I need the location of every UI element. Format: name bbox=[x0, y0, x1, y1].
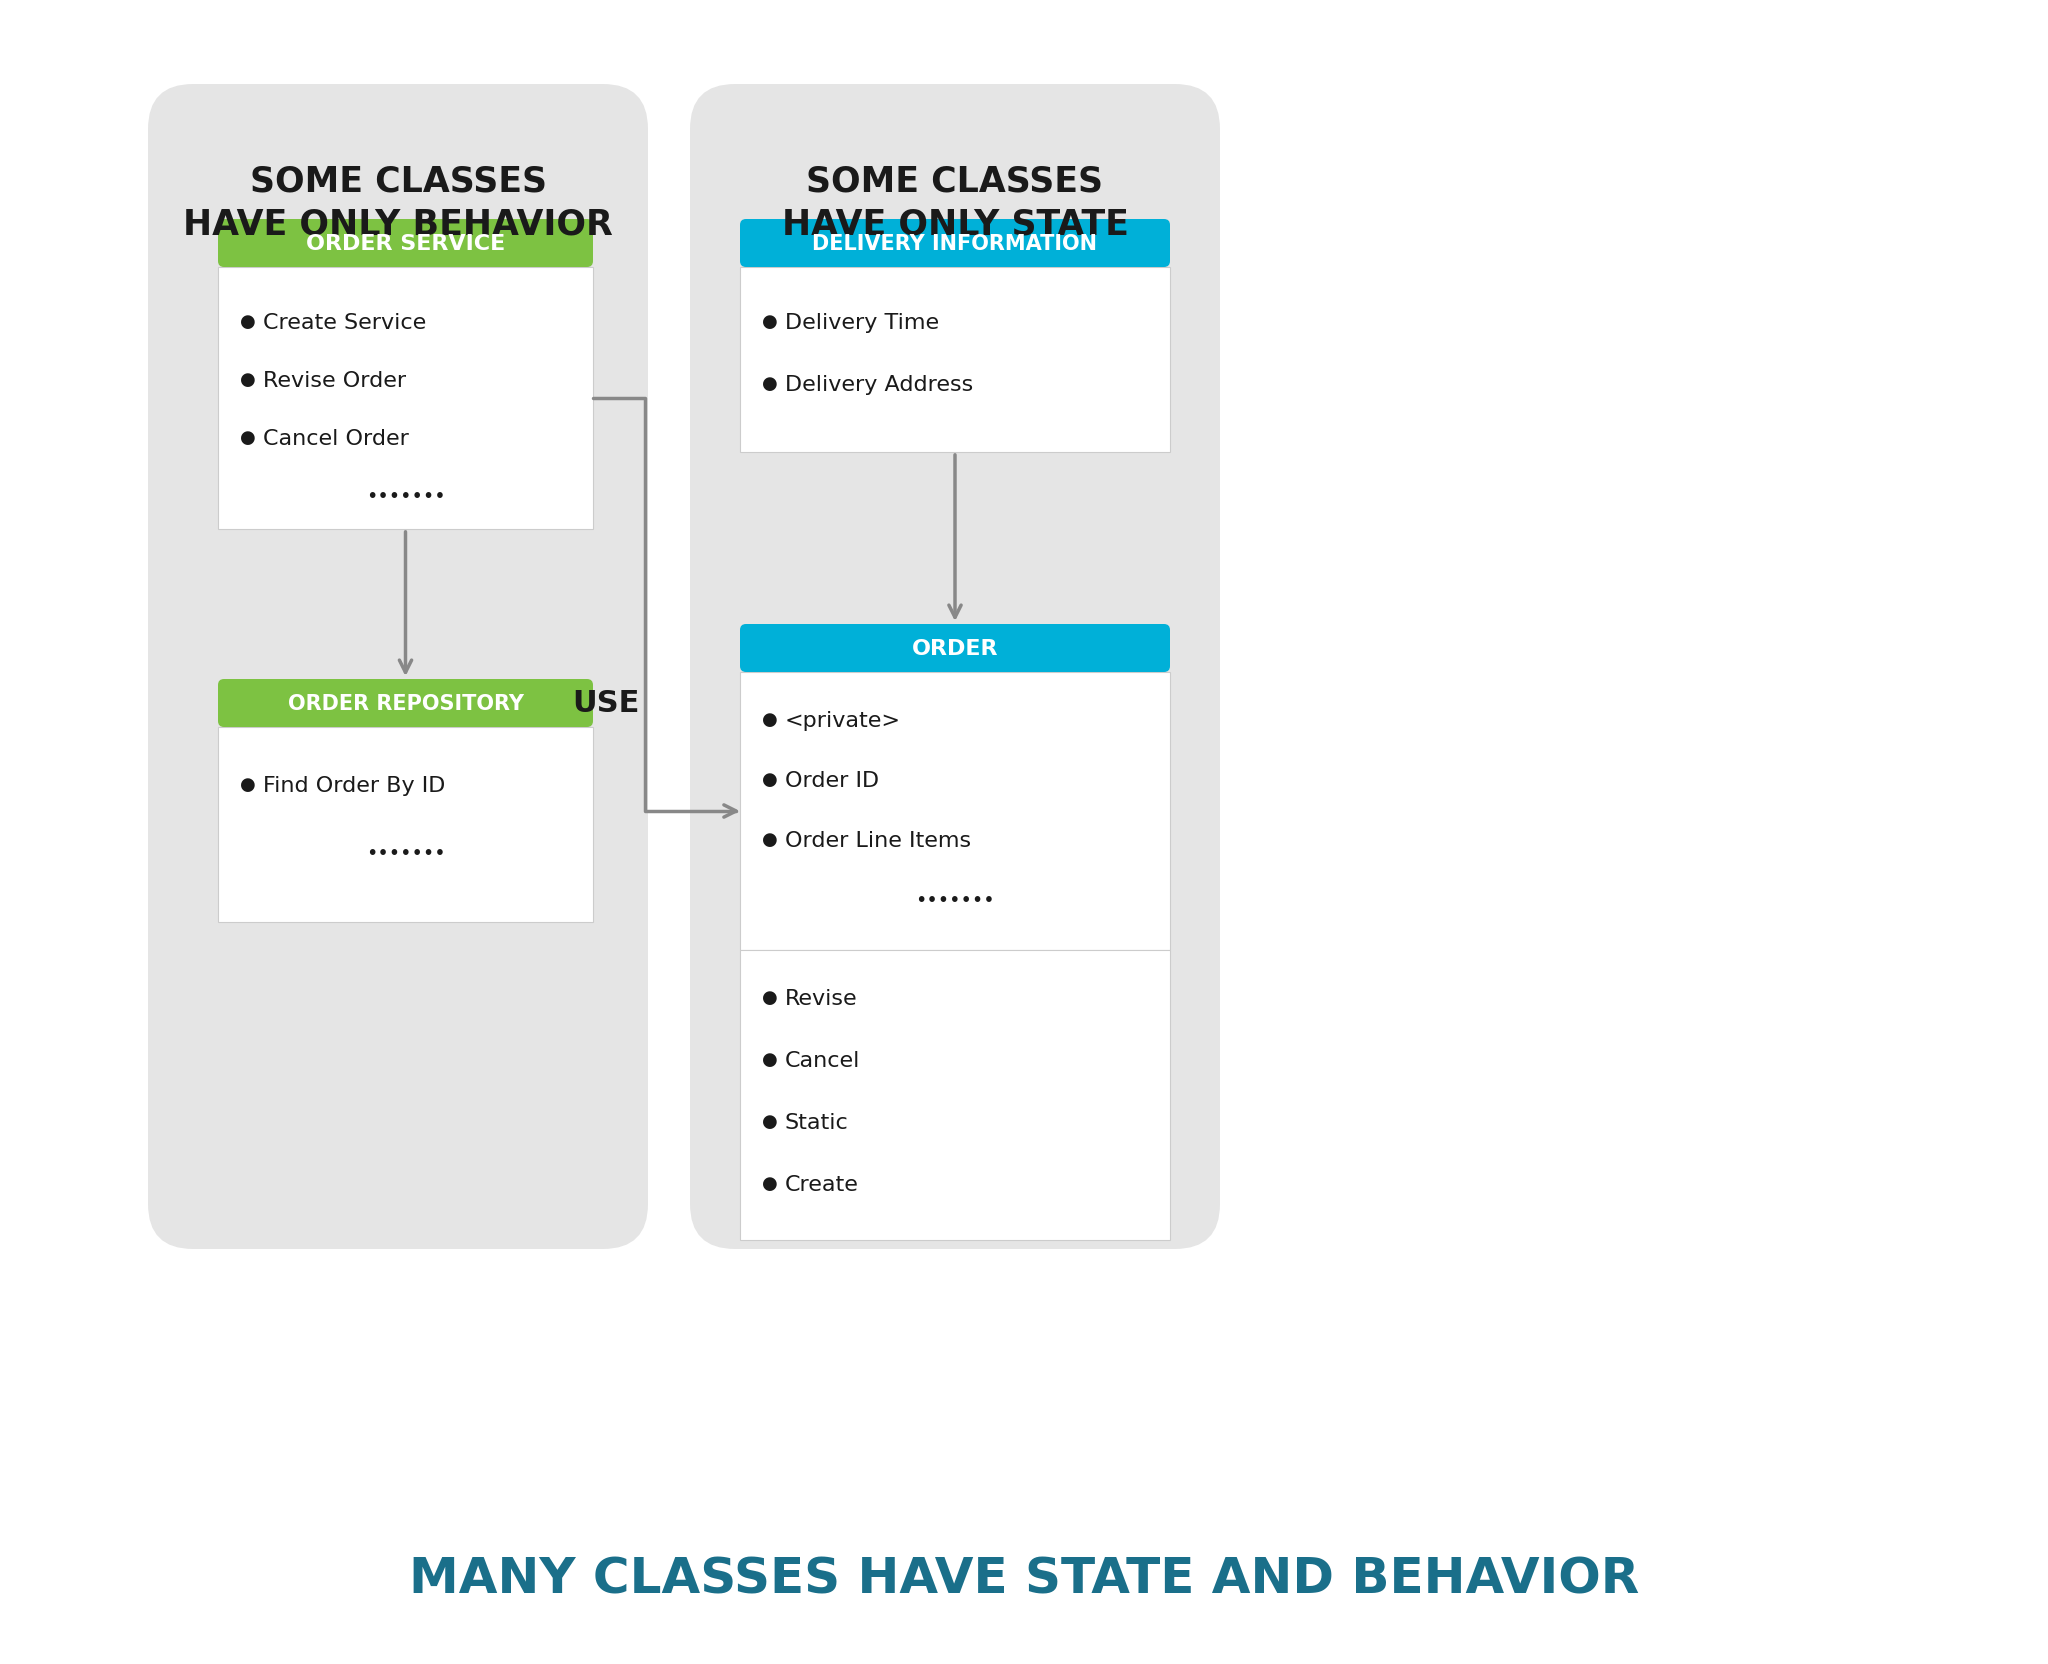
Text: •••••••: ••••••• bbox=[367, 486, 444, 506]
Text: Cancel: Cancel bbox=[784, 1050, 860, 1070]
Text: DELIVERY INFORMATION: DELIVERY INFORMATION bbox=[813, 235, 1098, 255]
FancyBboxPatch shape bbox=[147, 85, 647, 1250]
FancyBboxPatch shape bbox=[217, 220, 594, 268]
Text: Delivery Address: Delivery Address bbox=[784, 374, 973, 394]
Text: •••••••: ••••••• bbox=[367, 844, 444, 862]
Bar bbox=[739, 950, 1169, 1240]
Text: ORDER REPOSITORY: ORDER REPOSITORY bbox=[287, 694, 524, 714]
Text: ●: ● bbox=[762, 1050, 778, 1068]
Text: Order ID: Order ID bbox=[784, 770, 879, 790]
Text: Order Line Items: Order Line Items bbox=[784, 830, 971, 850]
Text: Cancel Order: Cancel Order bbox=[262, 429, 410, 449]
Text: SOME CLASSES
HAVE ONLY STATE: SOME CLASSES HAVE ONLY STATE bbox=[782, 165, 1128, 241]
Text: ORDER: ORDER bbox=[911, 639, 997, 659]
Text: USE: USE bbox=[573, 689, 639, 719]
Bar bbox=[217, 727, 594, 922]
FancyArrowPatch shape bbox=[594, 399, 735, 817]
FancyBboxPatch shape bbox=[739, 624, 1169, 672]
Text: ORDER SERVICE: ORDER SERVICE bbox=[305, 235, 506, 255]
Text: Revise: Revise bbox=[784, 988, 858, 1008]
Text: ●: ● bbox=[240, 429, 256, 446]
Text: ●: ● bbox=[762, 711, 778, 729]
FancyBboxPatch shape bbox=[217, 679, 594, 727]
Bar bbox=[217, 268, 594, 529]
Text: ●: ● bbox=[762, 988, 778, 1007]
Text: ●: ● bbox=[762, 313, 778, 331]
Text: Create Service: Create Service bbox=[262, 313, 426, 333]
Text: Static: Static bbox=[784, 1112, 848, 1132]
Text: Create: Create bbox=[784, 1175, 858, 1195]
Text: ●: ● bbox=[762, 770, 778, 789]
Text: ●: ● bbox=[240, 775, 256, 794]
Text: ●: ● bbox=[240, 371, 256, 389]
Bar bbox=[739, 268, 1169, 453]
Text: MANY CLASSES HAVE STATE AND BEHAVIOR: MANY CLASSES HAVE STATE AND BEHAVIOR bbox=[410, 1556, 1638, 1602]
Text: ●: ● bbox=[240, 313, 256, 331]
Text: Find Order By ID: Find Order By ID bbox=[262, 775, 444, 795]
FancyBboxPatch shape bbox=[690, 85, 1221, 1250]
Text: SOME CLASSES
HAVE ONLY BEHAVIOR: SOME CLASSES HAVE ONLY BEHAVIOR bbox=[182, 165, 612, 241]
Text: ●: ● bbox=[762, 1112, 778, 1130]
Text: <private>: <private> bbox=[784, 711, 901, 730]
Text: ●: ● bbox=[762, 830, 778, 849]
Text: •••••••: ••••••• bbox=[915, 890, 995, 910]
Text: ●: ● bbox=[762, 1175, 778, 1193]
Text: ●: ● bbox=[762, 374, 778, 393]
Text: Delivery Time: Delivery Time bbox=[784, 313, 940, 333]
Bar bbox=[739, 672, 1169, 950]
FancyBboxPatch shape bbox=[739, 220, 1169, 268]
Text: Revise Order: Revise Order bbox=[262, 371, 406, 391]
